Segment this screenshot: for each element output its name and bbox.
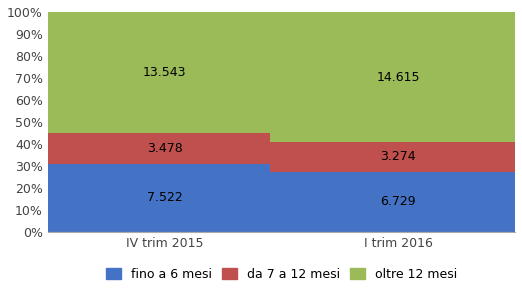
- Text: 6.729: 6.729: [381, 195, 416, 208]
- Text: 14.615: 14.615: [376, 71, 420, 84]
- Legend: fino a 6 mesi, da 7 a 12 mesi, oltre 12 mesi: fino a 6 mesi, da 7 a 12 mesi, oltre 12 …: [102, 264, 461, 285]
- Text: 13.543: 13.543: [143, 66, 186, 79]
- Bar: [36, 133, 293, 164]
- Bar: [270, 12, 522, 142]
- Bar: [270, 172, 522, 232]
- Bar: [270, 142, 522, 172]
- Bar: [36, 164, 293, 232]
- Text: 3.274: 3.274: [381, 151, 416, 163]
- Text: 7.522: 7.522: [147, 192, 182, 205]
- Bar: [36, 12, 293, 133]
- Text: 3.478: 3.478: [147, 142, 182, 155]
